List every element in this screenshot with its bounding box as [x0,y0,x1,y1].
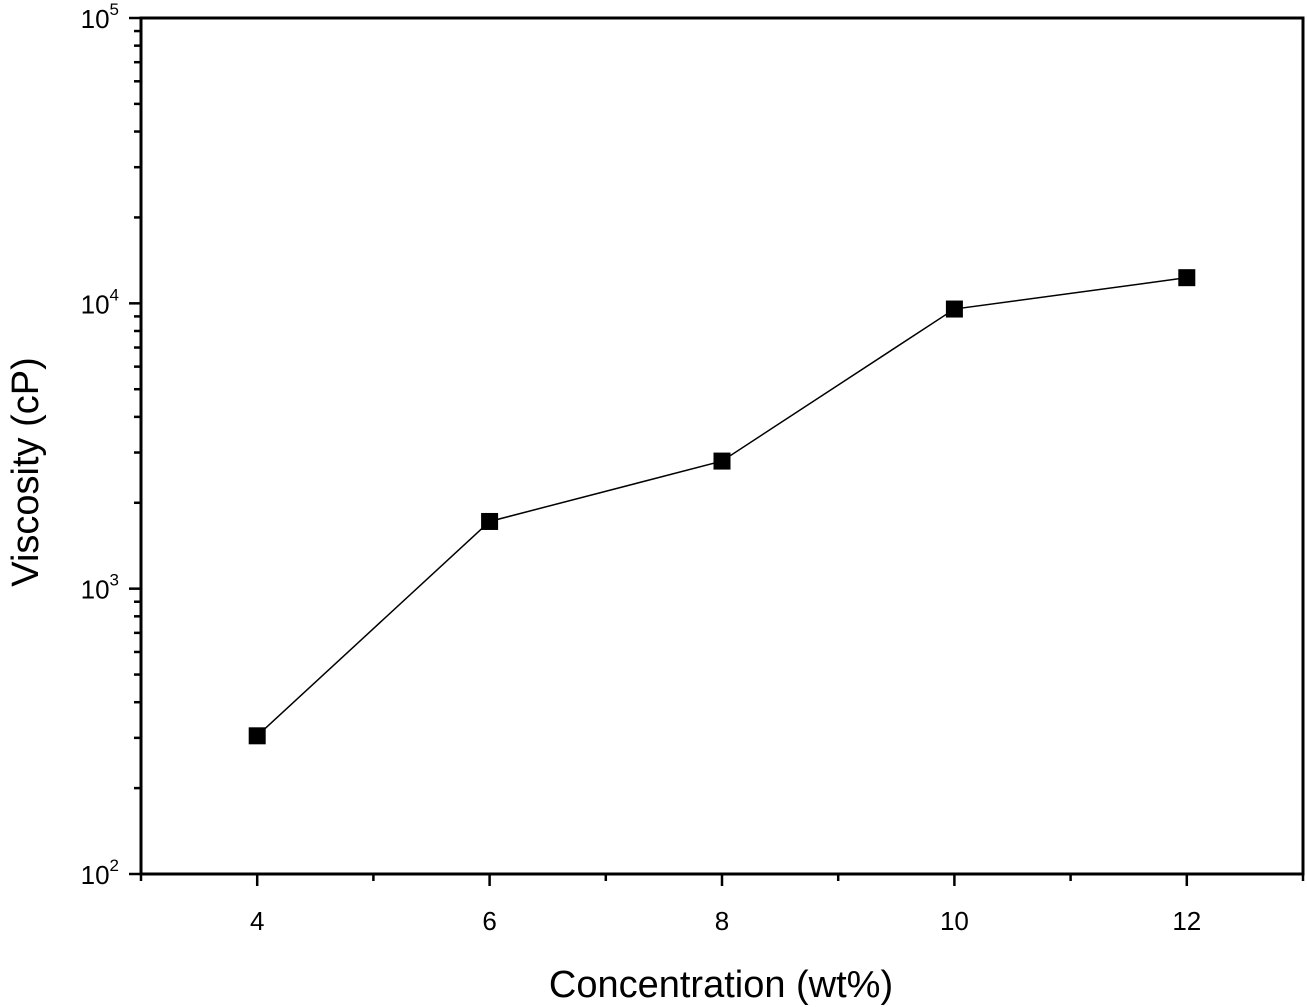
x-axis: 4 6 8 10 12 [139,874,1305,936]
data-point [713,452,731,470]
x-tick-label: 8 [715,906,729,936]
y-axis: 102 103 104 105 [81,0,141,890]
data-point [945,300,963,318]
y-axis-title: Viscosity (cP) [5,357,47,586]
x-tick-label: 4 [250,906,264,936]
plot-border [139,16,1305,876]
series-layer [248,269,1196,745]
x-tick-label: 10 [940,906,969,936]
x-tick-label: 6 [482,906,496,936]
y-tick-label: 104 [81,285,119,319]
plot-frame [139,16,1305,876]
y-tick-label: 105 [81,0,119,34]
data-point [481,512,499,530]
x-axis-title: Concentration (wt%) [549,964,893,1006]
y-tick-label: 102 [81,856,119,890]
y-tick-label: 103 [81,571,119,605]
data-point [1178,269,1196,287]
x-tick-label: 12 [1172,906,1201,936]
series-line [256,276,1187,737]
data-point [248,727,266,745]
